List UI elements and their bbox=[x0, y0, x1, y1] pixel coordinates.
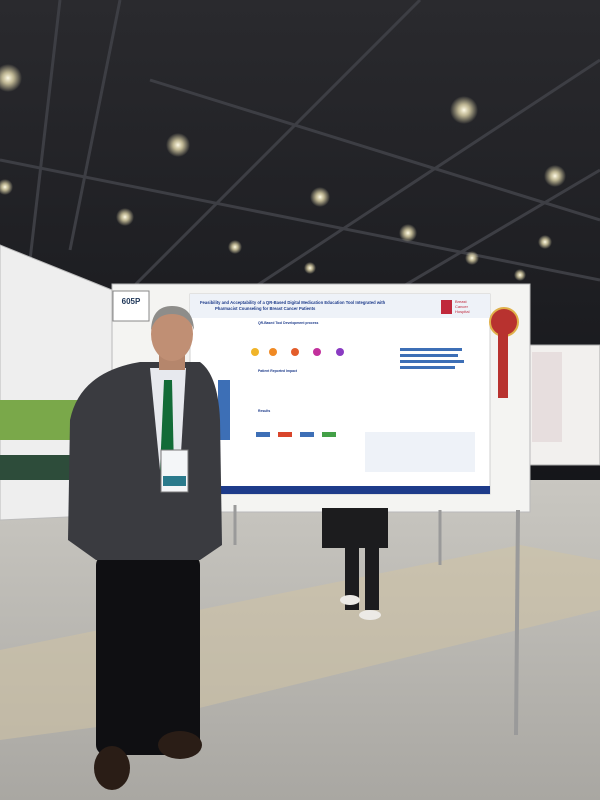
logo-text: Breast bbox=[455, 299, 467, 304]
light bbox=[0, 64, 22, 92]
suit-jacket bbox=[68, 362, 222, 560]
left-poster-green-block bbox=[0, 400, 80, 440]
poster-section-title: Results bbox=[258, 409, 270, 413]
badge bbox=[256, 432, 270, 437]
logo-mark bbox=[441, 300, 452, 314]
truss bbox=[249, 58, 600, 292]
poster-side-band bbox=[218, 380, 230, 440]
light bbox=[450, 96, 478, 124]
face bbox=[151, 307, 193, 361]
truss bbox=[128, 0, 422, 292]
bar bbox=[400, 360, 464, 363]
icon bbox=[251, 348, 259, 356]
truss bbox=[28, 0, 62, 261]
light bbox=[228, 240, 242, 254]
icon bbox=[336, 348, 344, 356]
ceiling-trusses bbox=[0, 0, 600, 302]
light bbox=[514, 269, 526, 281]
poster-title: Pharmacist Counseling for Breast Cancer … bbox=[215, 306, 316, 311]
light bbox=[399, 224, 417, 242]
board-number-card bbox=[112, 290, 150, 322]
bar bbox=[400, 348, 462, 351]
board-number: 605P bbox=[122, 297, 141, 306]
poster-section-title: Patient Reported Impact bbox=[258, 369, 298, 373]
truss bbox=[149, 78, 600, 222]
process-icons bbox=[251, 348, 344, 356]
bar bbox=[400, 354, 458, 357]
light bbox=[465, 251, 479, 265]
poster-header bbox=[190, 294, 490, 318]
icon bbox=[291, 348, 299, 356]
light bbox=[538, 235, 552, 249]
shoe bbox=[158, 731, 202, 759]
light bbox=[166, 133, 190, 157]
shoe bbox=[94, 746, 130, 790]
visitor-shoe bbox=[340, 595, 360, 605]
visitor-leg bbox=[365, 540, 379, 610]
light bbox=[0, 179, 13, 195]
results-badges bbox=[256, 432, 336, 437]
truss bbox=[0, 158, 600, 282]
badge bbox=[322, 432, 336, 437]
badge bbox=[300, 432, 314, 437]
poster-conclusion-box bbox=[365, 432, 475, 472]
icon bbox=[269, 348, 277, 356]
truss bbox=[68, 0, 122, 251]
logo-text: Cancer bbox=[455, 304, 469, 309]
background-visitor bbox=[322, 508, 388, 620]
visitor-leg bbox=[345, 540, 359, 610]
hair bbox=[151, 306, 194, 330]
right-poster-panel bbox=[532, 352, 562, 442]
trousers bbox=[96, 555, 200, 755]
logo-text: Hospital bbox=[455, 309, 470, 314]
icon bbox=[313, 348, 321, 356]
bar bbox=[400, 366, 455, 369]
presenter bbox=[68, 306, 222, 790]
award-ribbon bbox=[498, 330, 508, 398]
board-leg bbox=[514, 509, 520, 736]
ceiling-lights bbox=[0, 64, 566, 293]
visitor-shoe bbox=[359, 610, 381, 620]
light bbox=[116, 208, 134, 226]
truss bbox=[379, 168, 600, 302]
badge bbox=[278, 432, 292, 437]
light bbox=[310, 187, 330, 207]
light bbox=[304, 262, 316, 274]
light bbox=[544, 165, 566, 187]
poster-bar-graphic bbox=[400, 348, 464, 369]
poster-section-title: QR-Based Tool Development process bbox=[258, 321, 319, 325]
left-poster-dark-block bbox=[0, 455, 70, 480]
poster-title: Feasibility and Acceptability of a QR-Ba… bbox=[200, 300, 386, 305]
poster-footer bbox=[190, 486, 490, 494]
badge-band bbox=[163, 476, 186, 486]
